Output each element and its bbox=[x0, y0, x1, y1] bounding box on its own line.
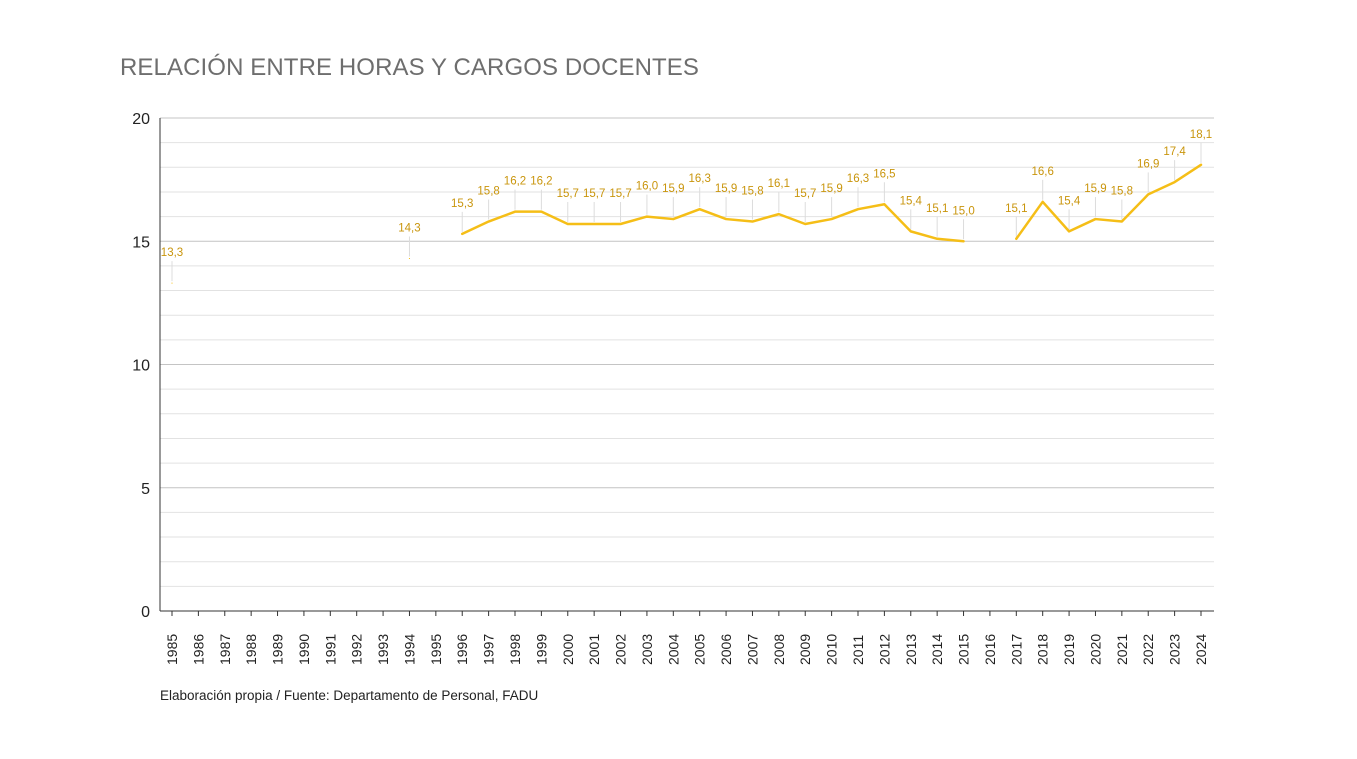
x-tick-label: 2019 bbox=[1061, 634, 1077, 665]
x-tick-label: 1985 bbox=[164, 634, 180, 665]
x-tick-label: 1995 bbox=[428, 634, 444, 665]
y-tick-label: 20 bbox=[132, 111, 150, 128]
data-label: 15,0 bbox=[952, 205, 974, 217]
data-label: 15,9 bbox=[662, 183, 684, 195]
data-label: 17,4 bbox=[1163, 146, 1186, 158]
series-line-segment bbox=[1015, 163, 1203, 241]
data-label: 15,4 bbox=[900, 195, 923, 207]
data-label: 16,6 bbox=[1031, 166, 1053, 178]
series-line-segment bbox=[460, 203, 965, 243]
data-label: 15,7 bbox=[583, 188, 605, 200]
data-label: 15,1 bbox=[1005, 203, 1027, 215]
data-label: 15,7 bbox=[557, 188, 579, 200]
data-labels: 13,3 14,3 15,3 15,8 16,2 16,2 15,7 15,7 15,7 16,0… bbox=[161, 129, 1212, 259]
x-tick-label: 2010 bbox=[824, 634, 840, 665]
x-tick-label: 1988 bbox=[243, 634, 259, 665]
x-axis-ticks: 1985 1986 1987 1988 1989 1990 1991 1992 1993 1994… bbox=[164, 611, 1209, 665]
x-tick-label: 2003 bbox=[639, 634, 655, 665]
data-label: 15,8 bbox=[741, 186, 763, 198]
chart-title: RELACIÓN ENTRE HORAS Y CARGOS DOCENTES bbox=[120, 54, 700, 81]
data-label: 13,3 bbox=[161, 247, 183, 259]
x-tick-label: 2011 bbox=[850, 635, 866, 665]
data-label: 16,3 bbox=[688, 173, 710, 185]
x-tick-label: 2024 bbox=[1193, 634, 1209, 665]
x-tick-label: 1992 bbox=[349, 634, 365, 665]
x-tick-label: 2020 bbox=[1087, 634, 1103, 665]
x-tick-label: 1999 bbox=[533, 634, 549, 665]
data-label: 16,1 bbox=[768, 178, 790, 190]
data-label: 15,7 bbox=[794, 188, 816, 200]
gridlines bbox=[160, 117, 1214, 587]
data-label-leaders bbox=[171, 142, 1202, 282]
x-tick-label: 1994 bbox=[401, 634, 417, 665]
x-tick-label: 2007 bbox=[744, 634, 760, 665]
x-tick-label: 1987 bbox=[217, 634, 233, 665]
x-tick-label: 2000 bbox=[560, 634, 576, 665]
x-tick-label: 2014 bbox=[929, 634, 945, 665]
data-label: 15,3 bbox=[451, 198, 473, 210]
axes bbox=[159, 118, 1214, 612]
data-label: 18,1 bbox=[1190, 129, 1212, 141]
data-label: 15,9 bbox=[820, 183, 842, 195]
x-tick-label: 2009 bbox=[797, 634, 813, 665]
data-label: 16,3 bbox=[847, 173, 869, 185]
series-line bbox=[171, 163, 1203, 284]
x-tick-label: 2006 bbox=[718, 634, 734, 665]
y-axis-ticks: 0 5 10 15 20 bbox=[132, 111, 150, 621]
data-label: 15,7 bbox=[609, 188, 631, 200]
x-tick-label: 1993 bbox=[375, 634, 391, 665]
data-label: 15,9 bbox=[1084, 183, 1106, 195]
data-label: 15,9 bbox=[715, 183, 737, 195]
x-tick-label: 2012 bbox=[876, 634, 892, 665]
data-label: 15,4 bbox=[1058, 195, 1081, 207]
data-label: 14,3 bbox=[398, 223, 420, 235]
y-tick-label: 5 bbox=[141, 481, 150, 498]
x-tick-label: 1997 bbox=[481, 634, 497, 665]
x-tick-label: 1991 bbox=[322, 634, 338, 665]
y-tick-label: 10 bbox=[132, 358, 150, 375]
data-label: 16,2 bbox=[504, 176, 526, 188]
data-label: 15,1 bbox=[926, 203, 948, 215]
x-tick-label: 1990 bbox=[296, 634, 312, 665]
x-tick-label: 2018 bbox=[1035, 634, 1051, 665]
chart-source-note: Elaboración propia / Fuente: Departament… bbox=[160, 688, 539, 703]
x-tick-label: 2016 bbox=[982, 634, 998, 665]
data-label: 16,0 bbox=[636, 181, 658, 193]
x-tick-label: 2022 bbox=[1140, 634, 1156, 665]
x-tick-label: 2021 bbox=[1114, 634, 1130, 665]
data-label: 16,9 bbox=[1137, 158, 1159, 170]
data-label: 16,2 bbox=[530, 176, 552, 188]
x-tick-label: 2023 bbox=[1167, 634, 1183, 665]
x-tick-label: 2017 bbox=[1008, 634, 1024, 665]
data-label: 15,8 bbox=[477, 186, 499, 198]
x-tick-label: 2008 bbox=[771, 634, 787, 665]
x-tick-label: 1996 bbox=[454, 634, 470, 665]
x-tick-label: 2004 bbox=[665, 634, 681, 665]
x-tick-label: 1989 bbox=[270, 634, 286, 665]
x-tick-label: 2005 bbox=[692, 634, 708, 665]
data-label: 16,5 bbox=[873, 168, 895, 180]
x-tick-label: 1998 bbox=[507, 634, 523, 665]
x-tick-label: 1986 bbox=[190, 634, 206, 665]
data-label: 15,8 bbox=[1111, 186, 1133, 198]
x-tick-label: 2001 bbox=[586, 634, 602, 665]
x-tick-label: 2002 bbox=[613, 634, 629, 665]
x-tick-label: 2015 bbox=[956, 634, 972, 665]
y-tick-label: 0 bbox=[141, 604, 150, 621]
x-tick-label: 2013 bbox=[903, 634, 919, 665]
y-tick-label: 15 bbox=[132, 234, 150, 251]
